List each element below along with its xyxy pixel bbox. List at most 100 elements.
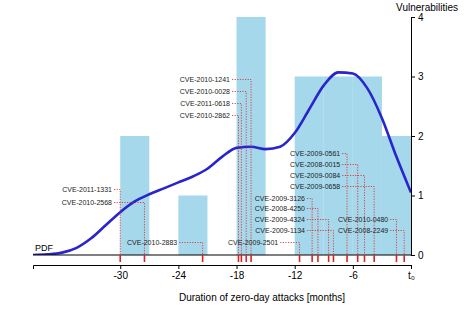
event-leaders bbox=[114, 80, 404, 256]
x-tick-mark bbox=[353, 265, 354, 269]
y-tick-mark bbox=[411, 255, 415, 256]
event-leader bbox=[342, 154, 347, 256]
event-rug-tick bbox=[328, 255, 330, 262]
x-tick-mark bbox=[295, 265, 296, 269]
event-rug-tick bbox=[311, 255, 313, 262]
y-tick-label: 3 bbox=[418, 71, 424, 82]
event-rug-tick bbox=[241, 255, 243, 262]
x-tick-mark bbox=[411, 265, 412, 269]
event-label: CVE-2010-2883 bbox=[127, 239, 177, 246]
y-axis: 0 1 2 3 4 bbox=[411, 12, 424, 261]
x-tick-mark bbox=[178, 265, 179, 269]
event-rug-tick bbox=[238, 255, 240, 262]
event-leader bbox=[307, 209, 318, 256]
x-tick: -30 bbox=[114, 265, 129, 281]
y-tick-label: 2 bbox=[418, 131, 424, 142]
event-rug bbox=[120, 255, 404, 262]
event-rug-tick bbox=[202, 255, 204, 262]
x-axis-title: Duration of zero-day attacks [months] bbox=[179, 292, 345, 303]
y-tick-label: 1 bbox=[418, 190, 424, 201]
y-tick-mark bbox=[411, 77, 415, 78]
event-rug-tick bbox=[119, 255, 121, 262]
event-labels: CVE-2011-1331 CVE-2010-2568 CVE-2010-2883 C… bbox=[62, 76, 389, 246]
event-rug-tick bbox=[245, 255, 247, 262]
event-leader bbox=[179, 243, 202, 256]
y-tick-mark bbox=[411, 136, 415, 137]
x-tick-label: t₀ bbox=[408, 270, 415, 281]
x-tick-mark bbox=[120, 265, 121, 269]
event-label: CVE-2010-1241 bbox=[180, 76, 230, 83]
event-label: CVE-2010-2862 bbox=[180, 112, 230, 119]
event-label: CVE-2008-2249 bbox=[338, 227, 388, 234]
event-rug-tick bbox=[357, 255, 359, 262]
event-label: CVE-2009-3126 bbox=[255, 195, 305, 202]
y-tick: 0 bbox=[411, 250, 424, 261]
event-label: CVE-2010-2568 bbox=[62, 199, 112, 206]
plot-area bbox=[33, 17, 411, 255]
y-tick: 2 bbox=[411, 131, 424, 142]
event-leader bbox=[342, 165, 357, 256]
event-leader bbox=[307, 220, 329, 256]
event-rug-tick bbox=[250, 255, 252, 262]
event-label: CVE-2009-0084 bbox=[290, 172, 340, 179]
y-tick: 3 bbox=[411, 71, 424, 82]
event-rug-tick bbox=[144, 255, 146, 262]
x-axis: -30 -24 -18 -12 -6 t₀ bbox=[34, 265, 415, 281]
x-tick-label: -18 bbox=[230, 270, 245, 281]
event-leader bbox=[114, 203, 144, 256]
event-rug-tick bbox=[364, 255, 366, 262]
event-rug-tick bbox=[299, 255, 301, 262]
x-axis-line bbox=[34, 266, 412, 270]
event-leader bbox=[232, 80, 251, 256]
event-rug-tick bbox=[317, 255, 319, 262]
y-tick-mark bbox=[411, 196, 415, 197]
pdf-line bbox=[33, 72, 411, 255]
x-tick-label: -30 bbox=[114, 270, 129, 281]
event-leader bbox=[307, 199, 312, 256]
event-label: CVE-2009-0658 bbox=[290, 183, 340, 190]
event-leader bbox=[390, 220, 396, 256]
event-rug-tick bbox=[373, 255, 375, 262]
event-rug-tick bbox=[346, 255, 348, 262]
x-tick-mark bbox=[237, 265, 238, 269]
chart: 0 1 2 3 4 -30 -24 -18 -12 -6 t₀ Duration of zero-da… bbox=[0, 0, 465, 311]
histogram-bar bbox=[178, 196, 207, 256]
event-label: CVE-2011-1331 bbox=[62, 186, 112, 193]
event-label: CVE-2009-1134 bbox=[255, 227, 305, 234]
event-leader bbox=[390, 231, 404, 256]
event-label: CVE-2010-0480 bbox=[338, 216, 388, 223]
event-label: CVE-2010-0028 bbox=[180, 88, 230, 95]
event-label: CVE-2009-4324 bbox=[255, 216, 305, 223]
x-tick-label: -6 bbox=[349, 270, 358, 281]
series-label: PDF bbox=[35, 243, 54, 253]
event-label: CVE-2008-0015 bbox=[290, 161, 340, 168]
event-leader bbox=[114, 190, 120, 256]
bars bbox=[120, 17, 411, 255]
y-tick: 4 bbox=[411, 12, 424, 23]
y-tick-mark bbox=[411, 17, 415, 18]
event-rug-tick bbox=[333, 255, 335, 262]
x-tick-label: -24 bbox=[172, 270, 187, 281]
baseline bbox=[33, 255, 411, 256]
x-tick: -24 bbox=[172, 265, 187, 281]
x-tick: -18 bbox=[230, 265, 245, 281]
x-tick-label: -12 bbox=[288, 270, 303, 281]
event-rug-tick bbox=[396, 255, 398, 262]
y-tick-label: 4 bbox=[418, 12, 424, 23]
y-tick-label: 0 bbox=[418, 250, 424, 261]
y-axis-line bbox=[412, 18, 416, 256]
y-tick: 1 bbox=[411, 190, 424, 201]
event-leader bbox=[307, 231, 333, 256]
event-leader bbox=[232, 116, 238, 256]
event-leader bbox=[232, 104, 241, 256]
y-axis-title: Vulnerabilities bbox=[396, 2, 458, 13]
event-leader bbox=[280, 243, 299, 256]
event-rug-tick bbox=[403, 255, 405, 262]
event-label: CVE-2011-0618 bbox=[180, 100, 230, 107]
event-leader bbox=[232, 92, 246, 256]
x-tick: -12 bbox=[288, 265, 303, 281]
event-label: CVE-2009-2501 bbox=[228, 239, 278, 246]
x-tick: -6 bbox=[349, 265, 358, 281]
event-label: CVE-2009-0561 bbox=[290, 150, 340, 157]
event-label: CVE-2008-4250 bbox=[255, 205, 305, 212]
